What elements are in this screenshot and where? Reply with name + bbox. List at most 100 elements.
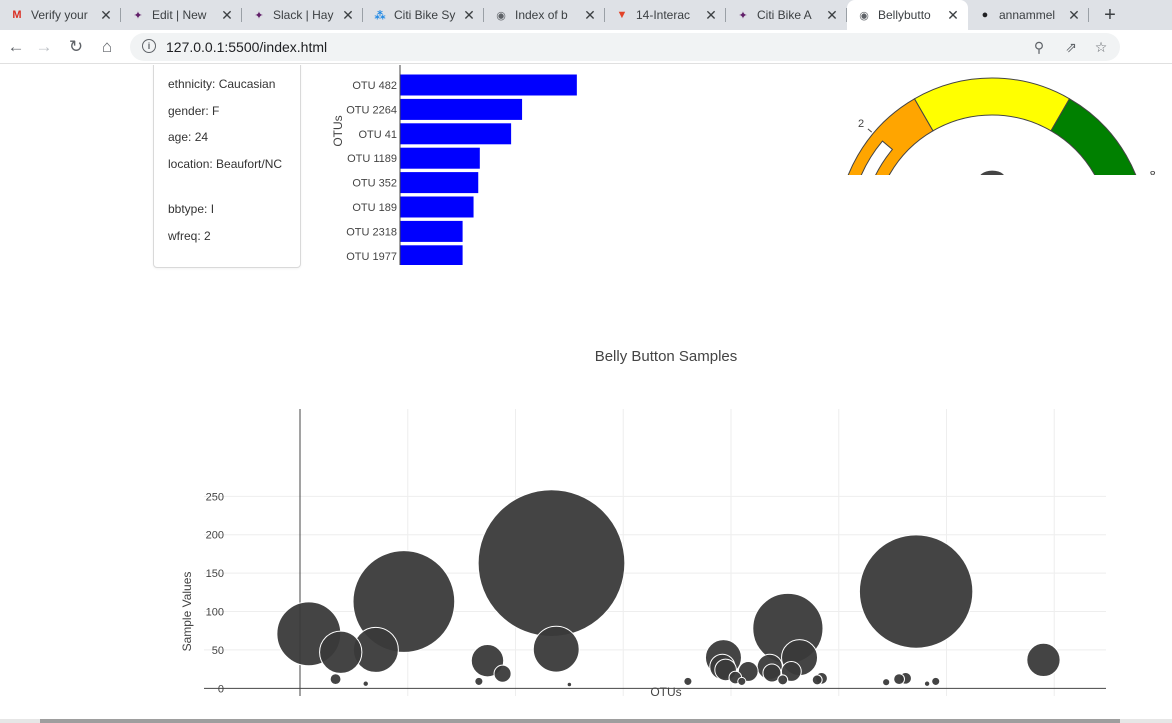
bubble-point[interactable] bbox=[777, 674, 789, 686]
close-tab-icon[interactable]: ✕ bbox=[100, 6, 112, 23]
close-tab-icon[interactable]: ✕ bbox=[826, 6, 838, 23]
gauge-low-band bbox=[847, 98, 934, 175]
site-info-icon[interactable]: i bbox=[142, 39, 156, 53]
forward-icon[interactable]: → bbox=[35, 37, 53, 56]
bar-y-axis-title: OTUs bbox=[331, 115, 345, 146]
tab-title: Slack | Hay bbox=[273, 8, 334, 22]
back-icon[interactable]: ← bbox=[7, 37, 25, 56]
browser-tab[interactable]: ✦ Citi Bike A ✕ bbox=[726, 0, 847, 30]
bar[interactable] bbox=[400, 123, 512, 145]
browser-tab[interactable]: ▼ 14-Interac ✕ bbox=[605, 0, 726, 30]
address-bar[interactable]: i 127.0.0.1:5500/index.html ⚲ ⇗ ☆ bbox=[130, 33, 1120, 61]
bubble-point[interactable] bbox=[882, 678, 891, 687]
bubble-point[interactable] bbox=[858, 534, 974, 649]
meta-gender: gender: F bbox=[168, 104, 220, 118]
slack-icon: ✦ bbox=[254, 9, 264, 22]
meta-ethnicity: ethnicity: Caucasian bbox=[168, 77, 276, 91]
bubble-point[interactable] bbox=[737, 676, 747, 686]
close-tab-icon[interactable]: ✕ bbox=[947, 6, 959, 23]
wash-frequency-gauge: 0282 bbox=[847, 77, 1156, 175]
bar[interactable] bbox=[400, 220, 463, 242]
slack-icon: ✦ bbox=[133, 9, 143, 22]
bubble-y-tick-label: 200 bbox=[206, 530, 224, 542]
bar-category-label: OTU 1189 bbox=[347, 153, 397, 165]
bar[interactable] bbox=[400, 74, 577, 96]
gauge-tick bbox=[867, 128, 873, 133]
tab-title: Index of b bbox=[515, 8, 568, 22]
bar[interactable] bbox=[400, 196, 474, 218]
bar-category-label: OTU 2318 bbox=[346, 226, 397, 238]
browser-tab[interactable]: ✦ Edit | New ✕ bbox=[121, 0, 242, 30]
github-icon: ● bbox=[981, 9, 989, 21]
tab-separator bbox=[846, 8, 847, 22]
bubble-point[interactable] bbox=[532, 625, 580, 673]
tab-title: Edit | New bbox=[152, 8, 207, 22]
share-icon[interactable]: ⇗ bbox=[1065, 38, 1077, 55]
gitlab-icon: ▼ bbox=[616, 9, 628, 21]
browser-tab[interactable]: ◉ Index of b ✕ bbox=[484, 0, 605, 30]
close-tab-icon[interactable]: ✕ bbox=[1068, 6, 1080, 23]
gauge-mid-band bbox=[913, 77, 1071, 132]
browser-tab[interactable]: M Verify your ✕ bbox=[0, 0, 121, 30]
bubble-point[interactable] bbox=[493, 664, 512, 683]
tab-separator bbox=[1088, 8, 1089, 22]
belly-button-bubble-chart: 0500100015002000250030003500050100150200… bbox=[180, 348, 1106, 699]
bubble-point[interactable] bbox=[566, 681, 573, 688]
bubble-point[interactable] bbox=[1026, 642, 1061, 678]
gauge-high-band bbox=[1050, 98, 1137, 175]
new-tab-button[interactable]: + bbox=[1104, 3, 1116, 26]
horizontal-scrollbar[interactable] bbox=[0, 719, 1172, 723]
bubble-point[interactable] bbox=[737, 661, 759, 682]
tab-separator bbox=[241, 8, 242, 22]
page-content: ethnicity: Caucasian gender: F age: 24 l… bbox=[0, 65, 1172, 723]
demographic-info-panel: ethnicity: Caucasian gender: F age: 24 l… bbox=[153, 65, 301, 268]
reload-icon[interactable]: ↻ bbox=[68, 37, 84, 56]
close-tab-icon[interactable]: ✕ bbox=[342, 6, 354, 23]
bubble-point[interactable] bbox=[893, 673, 905, 686]
bubble-point[interactable] bbox=[923, 680, 931, 687]
bubble-point[interactable] bbox=[762, 663, 782, 683]
tab-strip: M Verify your ✕ ✦ Edit | New ✕ ✦ Slack | Hay ✕ ⁂ C… bbox=[0, 0, 1172, 30]
bubble-point[interactable] bbox=[474, 676, 484, 686]
bubble-point[interactable] bbox=[319, 630, 363, 674]
globe-icon: ◉ bbox=[859, 9, 869, 22]
bar[interactable] bbox=[400, 98, 523, 120]
tab-separator bbox=[725, 8, 726, 22]
browser-tab[interactable]: ⁂ Citi Bike Sy ✕ bbox=[363, 0, 484, 30]
bar[interactable] bbox=[400, 172, 479, 194]
home-icon[interactable]: ⌂ bbox=[101, 37, 113, 56]
address-url[interactable]: 127.0.0.1:5500/index.html bbox=[166, 39, 328, 55]
bubble-y-tick-label: 50 bbox=[212, 645, 224, 657]
browser-tab[interactable]: ● annammel ✕ bbox=[968, 0, 1089, 30]
tab-title: Citi Bike Sy bbox=[394, 8, 456, 22]
browser-tab[interactable]: ✦ Slack | Hay ✕ bbox=[242, 0, 363, 30]
bubble-point[interactable] bbox=[931, 676, 941, 686]
globe-icon: ◉ bbox=[496, 9, 506, 22]
close-tab-icon[interactable]: ✕ bbox=[705, 6, 717, 23]
bubble-point[interactable] bbox=[683, 676, 693, 686]
bubble-point[interactable] bbox=[811, 674, 823, 686]
scrollbar-thumb[interactable] bbox=[40, 719, 1120, 723]
tab-title: 14-Interac bbox=[636, 8, 691, 22]
tab-separator bbox=[120, 8, 121, 22]
bar[interactable] bbox=[400, 147, 480, 169]
close-tab-icon[interactable]: ✕ bbox=[463, 6, 475, 23]
bar-category-label: OTU 1977 bbox=[346, 251, 397, 263]
bar-category-label: OTU 2264 bbox=[346, 104, 397, 116]
meta-age: age: 24 bbox=[168, 130, 209, 144]
meta-location: location: Beaufort/NC bbox=[168, 157, 283, 171]
close-tab-icon[interactable]: ✕ bbox=[221, 6, 233, 23]
bubble-point[interactable] bbox=[329, 673, 342, 686]
browser-toolbar: ← → ↻ ⌂ i 127.0.0.1:5500/index.html ⚲ ⇗ … bbox=[0, 30, 1172, 86]
bubble-point[interactable] bbox=[352, 550, 456, 653]
bubble-point[interactable] bbox=[477, 489, 626, 637]
tab-separator bbox=[483, 8, 484, 22]
bar[interactable] bbox=[400, 245, 463, 265]
browser-tab[interactable]: ◉ Bellybutto ✕ bbox=[847, 0, 968, 30]
close-tab-icon[interactable]: ✕ bbox=[584, 6, 596, 23]
bubble-y-tick-label: 0 bbox=[218, 683, 224, 695]
meta-bbtype: bbtype: I bbox=[168, 202, 215, 216]
zoom-icon[interactable]: ⚲ bbox=[1033, 38, 1045, 55]
bubble-point[interactable] bbox=[362, 680, 369, 687]
bookmark-star-icon[interactable]: ☆ bbox=[1094, 38, 1108, 55]
